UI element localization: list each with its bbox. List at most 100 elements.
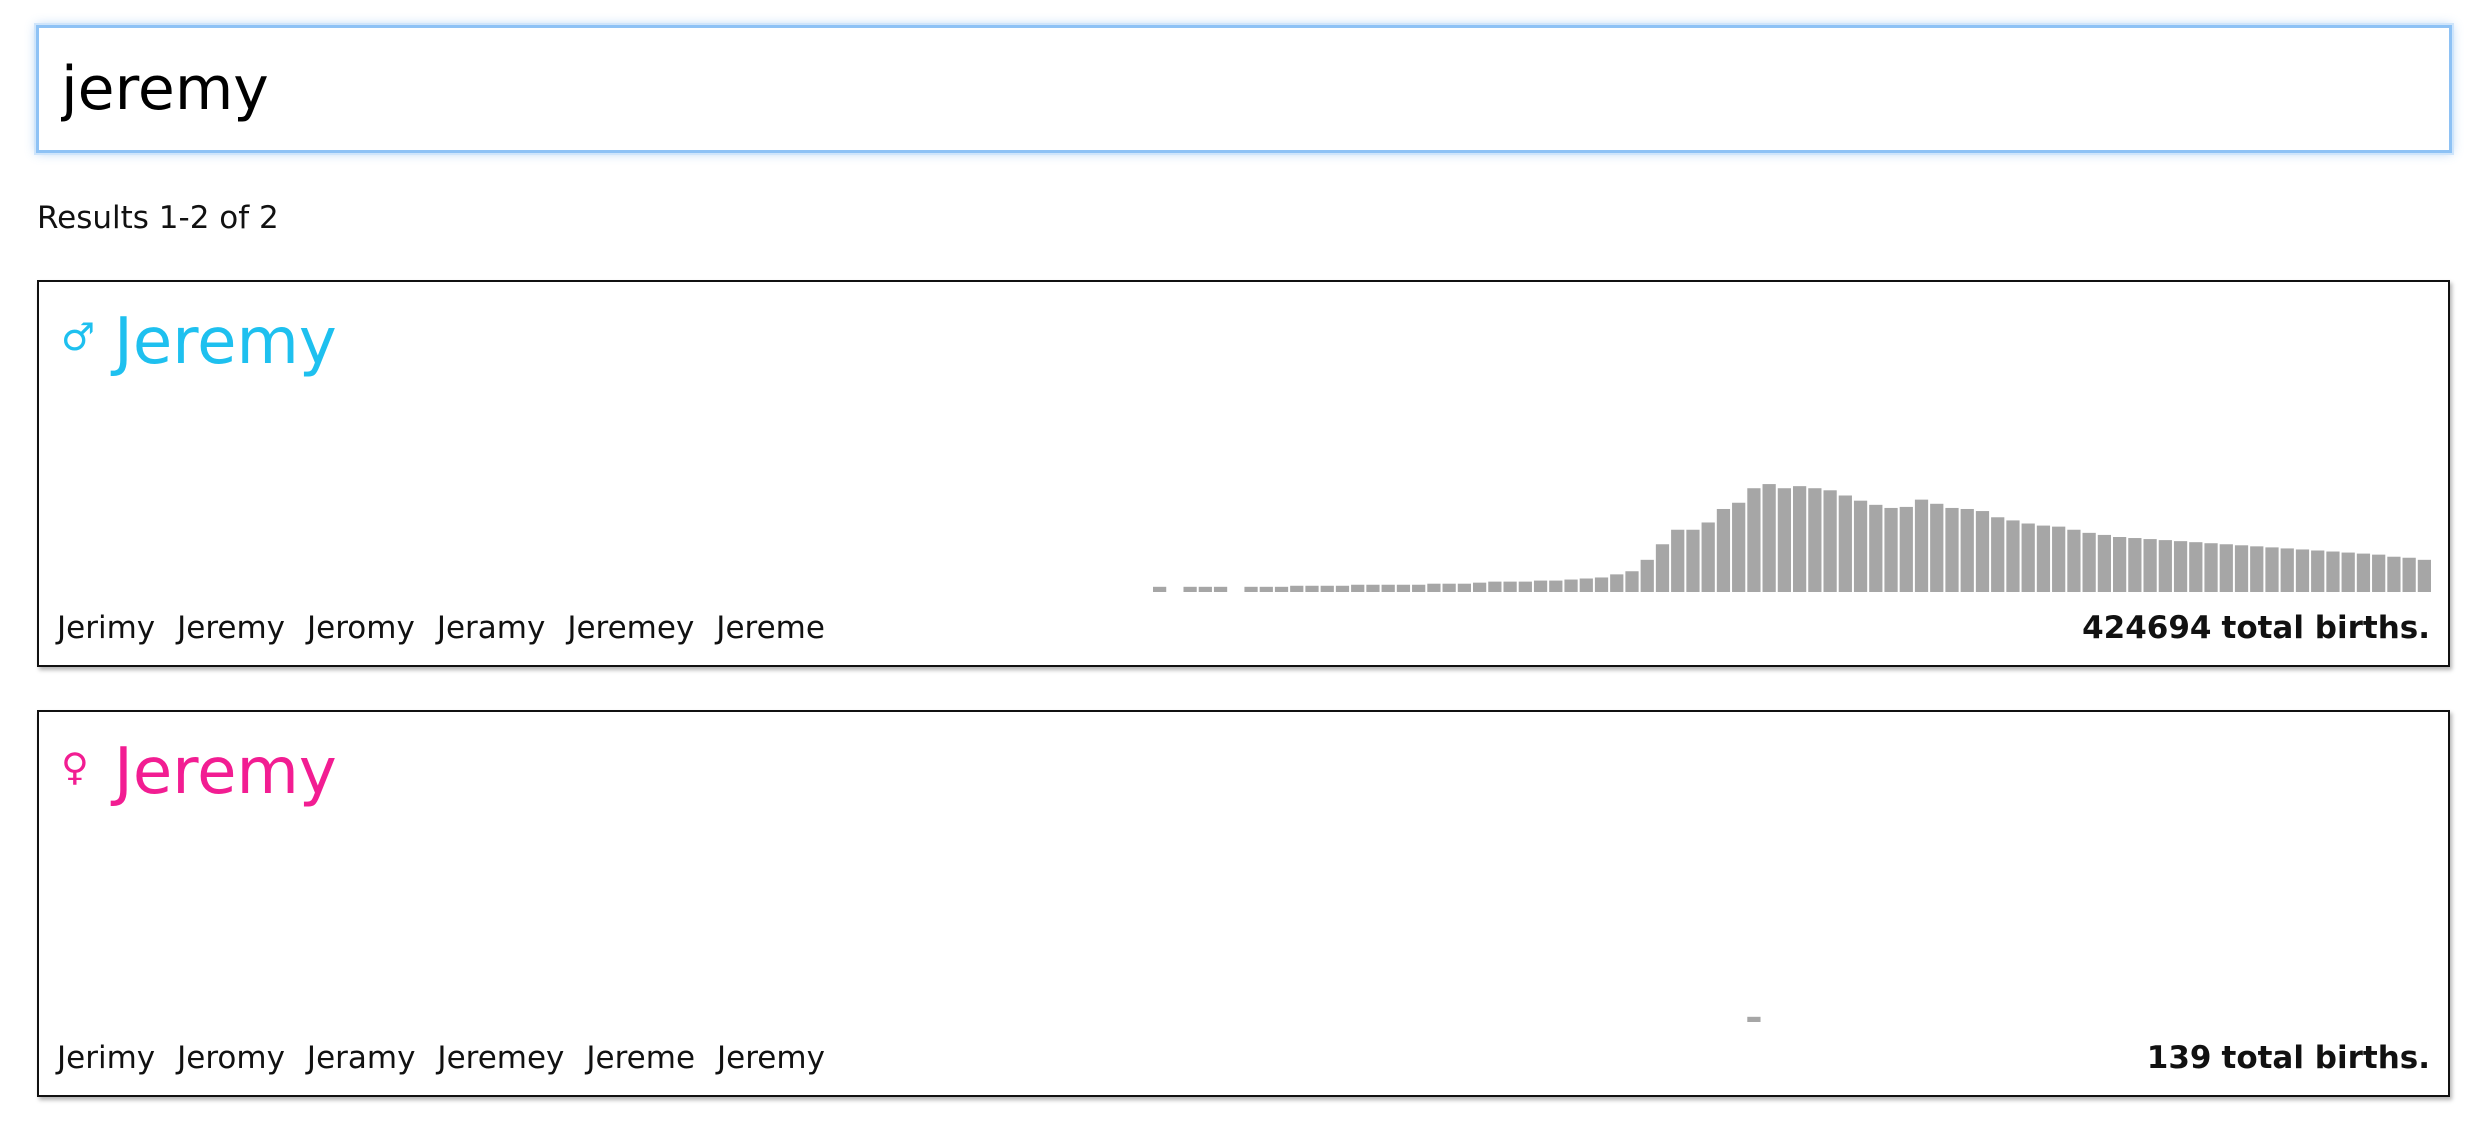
births-bar bbox=[1914, 499, 1929, 592]
births-bar bbox=[1244, 586, 1258, 592]
births-bar bbox=[1777, 488, 1791, 592]
variant-link[interactable]: Jereme bbox=[586, 1040, 696, 1076]
variant-link[interactable]: Jeramy bbox=[306, 1040, 416, 1076]
births-bar bbox=[2204, 543, 2218, 592]
births-bar bbox=[1153, 586, 1167, 592]
births-bar bbox=[2113, 537, 2127, 592]
births-by-year-chart bbox=[1747, 1016, 1761, 1022]
births-bar bbox=[1823, 490, 1837, 592]
variant-link[interactable]: Jeremey bbox=[437, 1040, 565, 1076]
births-bar bbox=[1274, 586, 1289, 592]
variant-link[interactable]: Jeramy bbox=[436, 610, 546, 646]
births-bar bbox=[1579, 578, 1593, 592]
births-bar bbox=[1960, 508, 1974, 592]
births-bar bbox=[2082, 532, 2096, 592]
births-bar bbox=[1442, 583, 1456, 592]
births-bar bbox=[1427, 583, 1441, 592]
variant-link[interactable]: Jeromy bbox=[307, 610, 415, 646]
births-bar bbox=[1305, 585, 1319, 592]
births-bar bbox=[1518, 581, 1532, 592]
births-bar bbox=[2372, 554, 2386, 592]
births-bar bbox=[1457, 583, 1471, 592]
births-bar bbox=[1351, 584, 1365, 592]
births-bar bbox=[2006, 520, 2020, 592]
births-bar bbox=[2295, 549, 2310, 592]
variant-link[interactable]: Jeremey bbox=[567, 610, 695, 646]
births-bar bbox=[1594, 577, 1609, 592]
name-variants: Jerimy Jeromy Jeramy Jeremey Jereme Jere… bbox=[57, 1040, 847, 1076]
births-bar bbox=[1259, 586, 1273, 592]
births-bar bbox=[2326, 551, 2340, 592]
births-bar bbox=[2387, 556, 2401, 592]
births-bar bbox=[1533, 580, 1548, 592]
name-result-card-male[interactable]: ♂ Jeremy Jerimy Jeremy Jeromy Jeramy Jer… bbox=[37, 280, 2450, 667]
births-bar bbox=[1838, 495, 1852, 592]
births-bar bbox=[2341, 552, 2355, 592]
births-bar bbox=[1747, 488, 1761, 592]
births-bar bbox=[2158, 540, 2172, 592]
total-births-count: 424694 bbox=[2082, 610, 2212, 646]
variant-link[interactable]: Jerimy bbox=[57, 1040, 156, 1076]
births-bar bbox=[1732, 502, 1746, 592]
total-births: 424694 total births. bbox=[2082, 610, 2430, 646]
births-bar bbox=[2097, 534, 2111, 592]
births-bar bbox=[2143, 539, 2157, 592]
female-symbol-icon: ♀ bbox=[61, 745, 89, 789]
births-bar bbox=[2280, 548, 2294, 592]
variant-link[interactable]: Jereme bbox=[716, 610, 825, 646]
results-count: Results 1-2 of 2 bbox=[37, 200, 279, 236]
search-box[interactable] bbox=[36, 25, 2452, 153]
births-bar bbox=[1549, 580, 1563, 592]
births-bar bbox=[2311, 550, 2325, 592]
births-bar bbox=[2234, 545, 2249, 592]
births-bar bbox=[1198, 586, 1212, 592]
total-births: 139 total births. bbox=[2147, 1040, 2430, 1076]
births-bar bbox=[2021, 523, 2035, 592]
births-bar bbox=[1853, 500, 1868, 592]
births-bar bbox=[2052, 526, 2066, 592]
male-symbol-icon: ♂ bbox=[61, 315, 96, 359]
births-bar bbox=[2417, 559, 2431, 592]
births-bar bbox=[1320, 585, 1334, 592]
births-bar bbox=[1503, 581, 1517, 592]
births-bar bbox=[2189, 542, 2203, 592]
births-bar bbox=[1808, 488, 1822, 592]
births-bar bbox=[1884, 507, 1898, 592]
births-bar bbox=[1655, 544, 1670, 592]
births-bar bbox=[1793, 486, 1807, 592]
search-input[interactable] bbox=[39, 28, 2449, 150]
births-bar bbox=[2356, 553, 2371, 592]
births-bar bbox=[1945, 507, 1959, 592]
births-bar bbox=[1335, 585, 1350, 592]
result-name[interactable]: Jeremy bbox=[114, 305, 337, 379]
births-bar bbox=[1412, 584, 1426, 592]
total-births-label: total births. bbox=[2221, 1040, 2431, 1076]
total-births-label: total births. bbox=[2221, 610, 2431, 646]
births-bar bbox=[1640, 559, 1654, 592]
variant-link[interactable]: Jeremy bbox=[177, 610, 286, 646]
births-bar bbox=[1899, 506, 1913, 592]
births-bar bbox=[1610, 574, 1624, 592]
variant-link[interactable]: Jerimy bbox=[57, 610, 156, 646]
births-bar bbox=[2265, 547, 2279, 592]
variant-link[interactable]: Jeremy bbox=[717, 1040, 825, 1076]
variant-link[interactable]: Jeromy bbox=[177, 1040, 285, 1076]
births-bar bbox=[1366, 584, 1380, 592]
births-bar bbox=[1930, 503, 1944, 592]
births-bar bbox=[2173, 541, 2188, 592]
births-bar bbox=[2250, 546, 2264, 592]
births-bar bbox=[1564, 579, 1578, 592]
births-bar bbox=[1183, 586, 1197, 592]
births-bar bbox=[1473, 582, 1487, 592]
births-bar bbox=[1625, 571, 1639, 592]
births-bar bbox=[1975, 511, 1990, 592]
births-bar bbox=[1869, 504, 1883, 592]
births-bar bbox=[1488, 581, 1502, 592]
name-result-card-female[interactable]: ♀ Jeremy Jerimy Jeromy Jeramy Jeremey Je… bbox=[37, 710, 2450, 1097]
births-bar bbox=[1686, 529, 1700, 592]
result-name[interactable]: Jeremy bbox=[114, 735, 337, 809]
births-bar bbox=[2067, 529, 2081, 592]
births-bar bbox=[1290, 585, 1304, 592]
births-bar bbox=[1396, 584, 1411, 592]
births-by-year-chart bbox=[1153, 484, 2431, 592]
